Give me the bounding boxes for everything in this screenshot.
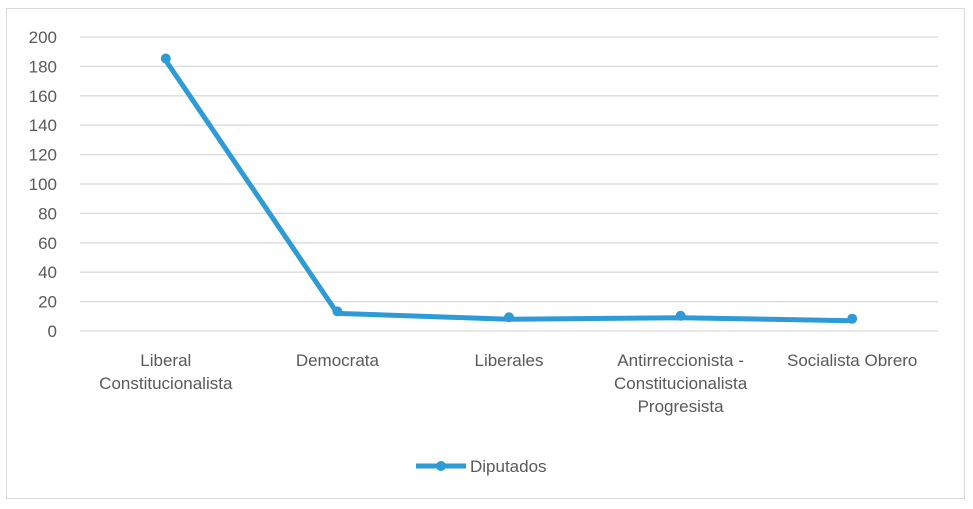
y-tick-label: 20 [38,293,57,312]
data-point [160,53,171,64]
x-tick-label: Constitucionalista [99,374,233,393]
y-tick-label: 0 [48,322,57,341]
legend-marker [436,461,446,471]
data-point [504,312,514,323]
y-tick-label: 120 [29,146,57,165]
x-tick-label: Liberal [140,351,191,370]
y-tick-label: 180 [29,57,57,76]
x-tick-label: Liberales [475,351,544,370]
y-tick-label: 80 [38,204,57,223]
data-point [332,306,343,317]
x-tick-label: Socialista Obrero [787,351,917,370]
y-tick-label: 140 [29,116,57,135]
data-point [847,313,858,324]
x-tick-label: Antirreccionista - [617,351,744,370]
x-tick-label: Constitucionalista [614,374,748,393]
data-point [675,310,686,321]
x-tick-label: Democrata [296,351,380,370]
x-tick-label: Progresista [638,397,725,416]
chart-frame [6,8,965,499]
y-tick-label: 60 [38,234,57,253]
y-tick-label: 200 [29,28,57,47]
series-line [163,59,853,324]
y-tick-label: 160 [29,87,57,106]
legend-label: Diputados [470,457,547,476]
y-tick-label: 100 [29,175,57,194]
y-tick-label: 40 [38,263,57,282]
